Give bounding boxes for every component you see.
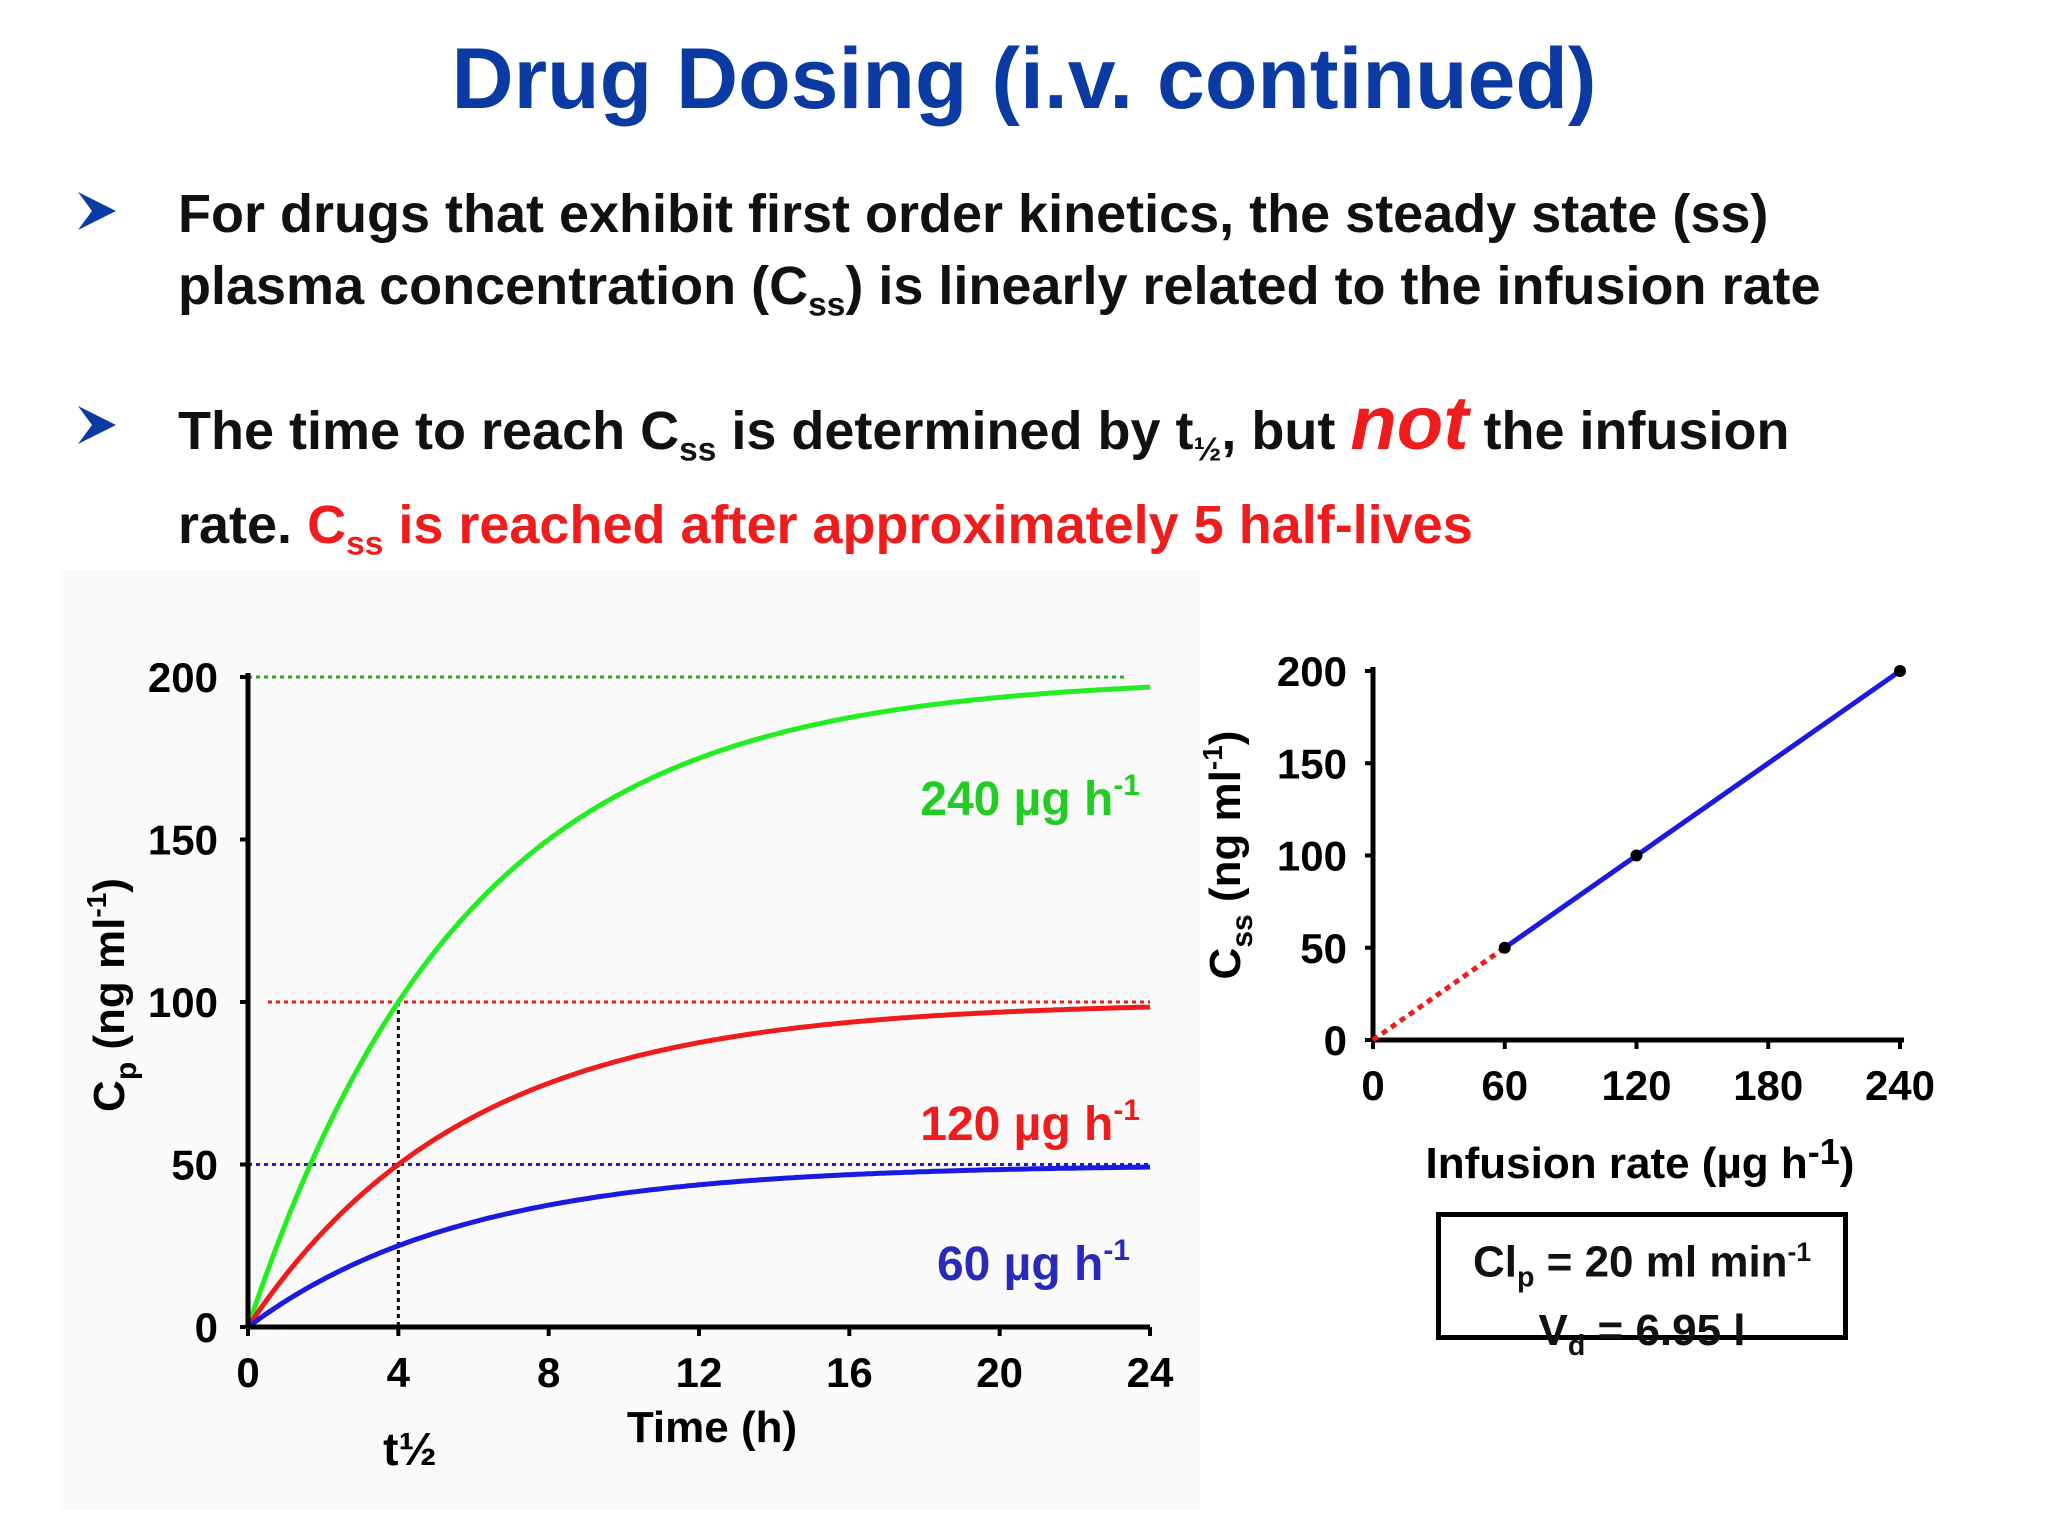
series-label: 240 µg h-1 xyxy=(920,769,1140,826)
y-axis-label: Css (ng ml-1) xyxy=(1197,731,1259,980)
y-tick-label: 0 xyxy=(1324,1017,1347,1064)
x-tick-label: 180 xyxy=(1733,1062,1803,1109)
x-tick-label: 24 xyxy=(1127,1349,1174,1396)
emphasis-not: not xyxy=(1350,381,1469,466)
data-point xyxy=(1630,849,1643,862)
x-tick-label: 20 xyxy=(976,1349,1023,1396)
bullet-2-text: The time to reach Css is determined by t… xyxy=(178,381,1790,580)
y-tick-label: 50 xyxy=(1300,925,1347,972)
x-tick-label: 60 xyxy=(1481,1062,1528,1109)
y-tick-label: 150 xyxy=(148,817,218,864)
volume-of-distribution-value: Vd = 6.95 l xyxy=(1538,1306,1746,1363)
clearance-value: Clp = 20 ml min-1 xyxy=(1472,1237,1812,1294)
x-tick-label: 120 xyxy=(1601,1062,1671,1109)
bullet-arrow-icon xyxy=(78,406,116,444)
bullet-1-line-1: For drugs that exhibit first order kinet… xyxy=(178,184,1769,244)
y-tick-label: 100 xyxy=(1277,833,1347,880)
fit-line xyxy=(1503,668,1902,950)
data-point xyxy=(1498,941,1511,954)
bullet-1-line-2: plasma concentration (Css) is linearly r… xyxy=(178,256,1821,324)
page-title: Drug Dosing (i.v. continued) xyxy=(451,31,1597,127)
x-axis-label: Infusion rate (µg h-1) xyxy=(1426,1131,1855,1188)
y-tick-label: 150 xyxy=(1277,740,1347,787)
bullet-2-line-1: The time to reach Css is determined by t… xyxy=(178,381,1790,469)
series-line xyxy=(246,1164,1151,1330)
css-highlight: Css is reached after approximately 5 hal… xyxy=(307,494,1473,563)
x-tick-label: 0 xyxy=(236,1349,259,1396)
x-tick-label: 0 xyxy=(1361,1062,1384,1109)
x-tick-label: 240 xyxy=(1865,1062,1935,1109)
y-tick-label: 50 xyxy=(171,1142,218,1189)
x-axis-label: Time (h) xyxy=(627,1403,797,1452)
y-tick-label: 200 xyxy=(148,654,218,701)
y-tick-label: 200 xyxy=(1277,648,1347,695)
x-tick-label: 8 xyxy=(537,1349,560,1396)
x-tick-label: 4 xyxy=(387,1349,411,1396)
data-point xyxy=(1894,665,1906,677)
extrapolation-line xyxy=(1371,945,1507,1043)
x-tick-label: 16 xyxy=(826,1349,873,1396)
y-axis-label: Cp (ng ml-1) xyxy=(81,878,143,1112)
series-label: 120 µg h-1 xyxy=(920,1094,1140,1151)
bullet-1-text: For drugs that exhibit first order kinet… xyxy=(178,178,1821,342)
parameter-box: Clp = 20 ml min-1 Vd = 6.95 l xyxy=(1436,1212,1848,1362)
y-tick-label: 0 xyxy=(195,1304,218,1351)
bullet-2-line-2: rate. Css is reached after approximately… xyxy=(178,494,1473,563)
y-tick-label: 100 xyxy=(148,979,218,1026)
series-line xyxy=(245,684,1151,1328)
series-label: 60 µg h-1 xyxy=(937,1234,1130,1291)
half-life-label: t½ xyxy=(383,1423,437,1475)
bullet-arrow-icon xyxy=(78,192,116,230)
x-tick-label: 12 xyxy=(676,1349,723,1396)
series-line xyxy=(245,1004,1151,1329)
